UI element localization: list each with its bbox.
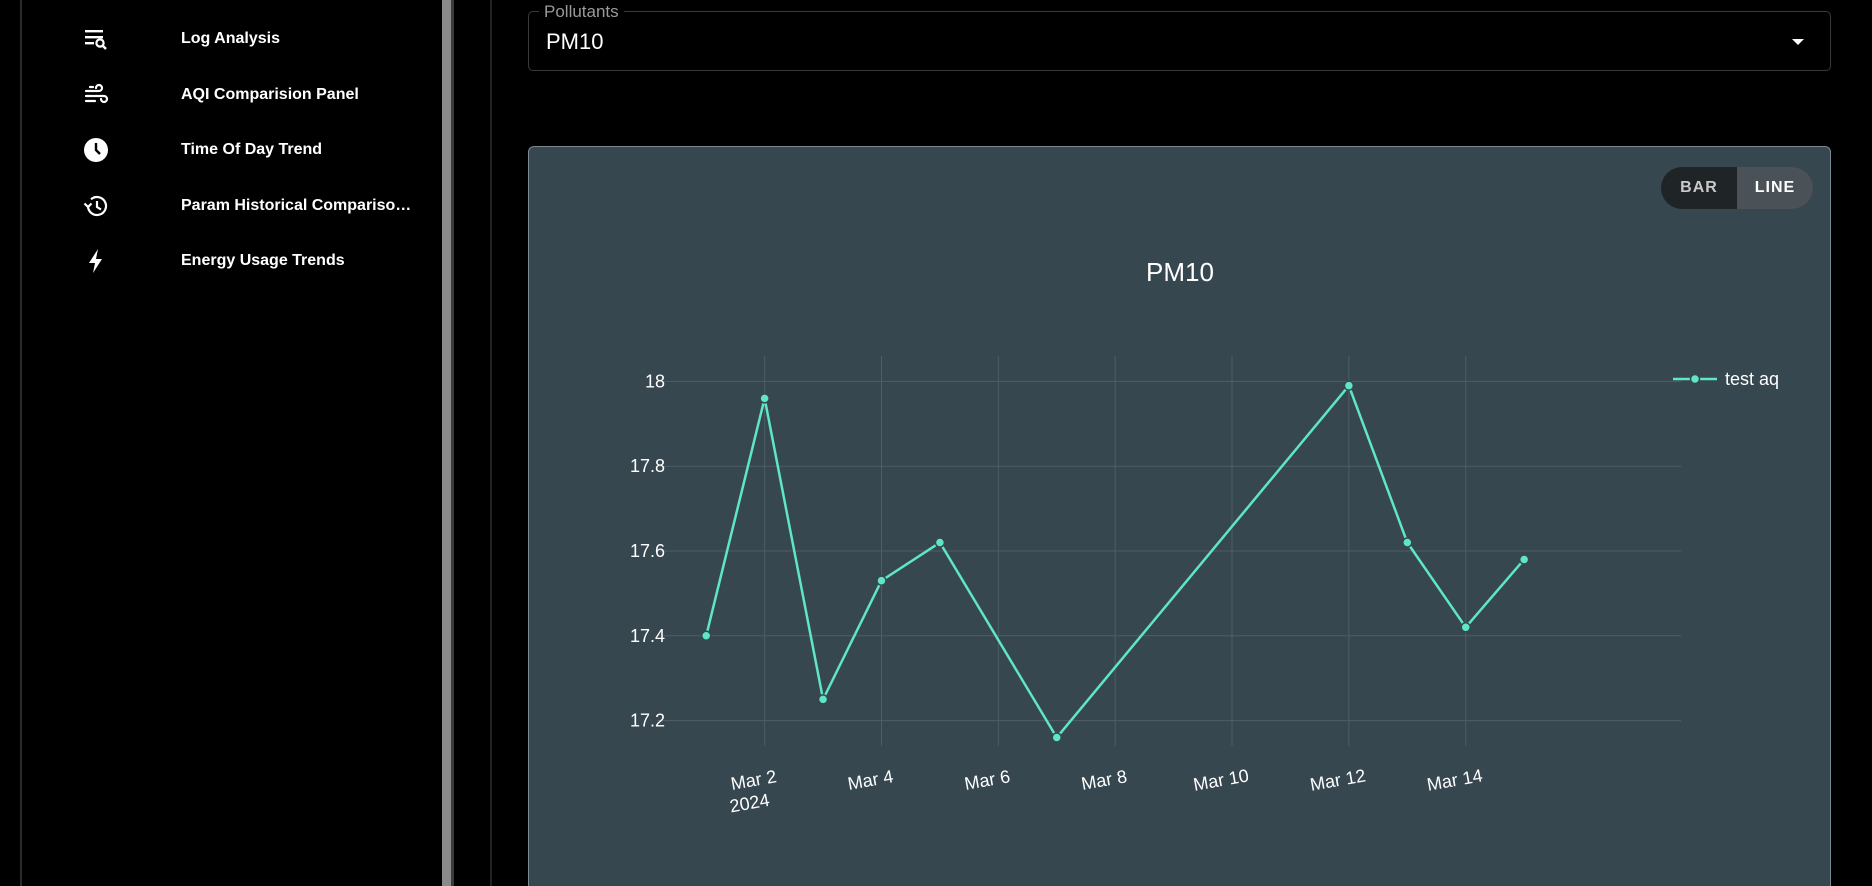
data-point [1051,732,1063,743]
pollutant-select[interactable]: Pollutants PM10 [528,2,1831,71]
sidebar: Log Analysis AQI Comparision Panel Time … [20,0,442,886]
sidebar-item-energy-usage[interactable]: Energy Usage Trends [78,241,438,281]
svg-text:Mar 14: Mar 14 [1425,765,1484,794]
data-point [1518,554,1530,565]
svg-text:Mar 4: Mar 4 [846,766,895,794]
sidebar-item-label: Time Of Day Trend [181,141,323,158]
chart-card: BAR LINE PM10 Mar 2 2024 Mar 4 Mar 6 Mar 8 Mar… [528,146,1831,886]
sidebar-item-log-analysis[interactable]: Log Analysis [78,19,438,59]
air-icon [78,80,114,110]
svg-text:Mar 2: Mar 2 [729,766,778,794]
sidebar-scrollbar[interactable] [442,0,454,886]
y-tick-label: 17.6 [630,541,665,561]
y-tick-label: 17.2 [630,711,665,731]
sidebar-item-label: Log Analysis [181,30,280,47]
pollutant-select-value: PM10 [546,29,604,54]
svg-text:Mar 12: Mar 12 [1309,765,1368,794]
data-point [934,537,946,548]
sidebar-item-aqi-comparision[interactable]: AQI Comparision Panel [78,75,438,115]
data-point [1343,380,1355,391]
data-point [817,694,829,705]
pollutant-select-label: Pollutants [539,2,624,22]
bolt-icon [78,246,114,276]
clock-icon [78,135,114,165]
svg-text:2024: 2024 [728,790,771,817]
x-tick-label: Mar 8 [1080,766,1129,794]
y-tick-label: 17.4 [630,626,665,646]
bar-toggle-button[interactable]: BAR [1680,179,1718,196]
data-point [759,393,770,404]
x-tick-label: Mar 12 [1309,765,1368,794]
main-divider [490,0,492,886]
chart-title: PM10 [1146,257,1214,287]
sidebar-item-param-historical[interactable]: Param Historical Compariso… [78,186,438,226]
series-line [704,384,1526,739]
x-tick-label: Mar 14 [1425,765,1484,794]
caret-down-icon[interactable] [1792,39,1804,45]
sidebar-item-label: Param Historical Compariso… [181,197,412,214]
sidebar-item-time-of-day[interactable]: Time Of Day Trend [78,130,438,170]
svg-text:Mar 6: Mar 6 [963,766,1012,794]
data-point [876,575,887,586]
legend-marker [1689,373,1701,385]
data-point [1460,622,1471,633]
sidebar-item-label: Energy Usage Trends [181,252,345,269]
sidebar-item-label: AQI Comparision Panel [181,86,359,103]
history-icon [78,191,114,221]
legend-label: test aq [1725,369,1779,389]
svg-text:Mar 8: Mar 8 [1080,766,1129,794]
chart-type-toggle[interactable]: BAR LINE [1661,167,1813,209]
data-point [700,630,712,642]
log-search-icon [78,24,114,54]
line-toggle-button[interactable]: LINE [1737,167,1813,209]
x-tick-label: Mar 10 [1192,765,1251,794]
y-tick-label: 17.8 [630,456,665,476]
y-tick-label: 18 [645,371,665,391]
x-tick-label: Mar 6 [963,766,1012,794]
data-point [1402,537,1413,548]
x-tick-label: Mar 4 [846,766,895,794]
svg-text:Mar 10: Mar 10 [1192,765,1251,794]
